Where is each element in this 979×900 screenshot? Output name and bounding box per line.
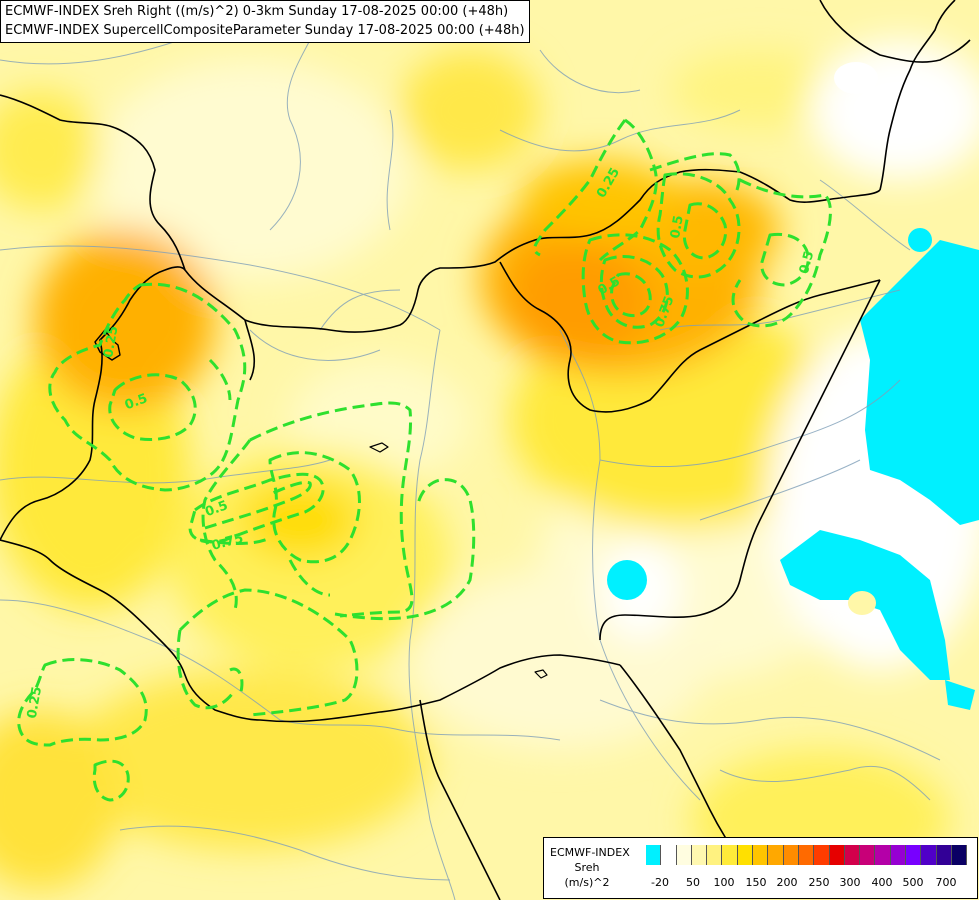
contour-label: 0.5 (797, 250, 817, 276)
legend-model: ECMWF-INDEX (550, 846, 630, 859)
legend-ticks: -20 50 100 150 200 250 300 400 500 700 (646, 876, 974, 890)
scp-contour-labels: 0.25 0.5 0.5 0.75 0.5 0.5 0.75 0.5 0.25 … (25, 165, 818, 719)
legend-swatch (661, 845, 677, 865)
color-legend: ECMWF-INDEX Sreh (m/s)^2 -20 50 100 150 200 2… (543, 837, 978, 899)
legend-tick-label: 250 (808, 876, 830, 889)
legend-swatch (844, 845, 861, 865)
legend-swatch (646, 845, 662, 865)
legend-swatch (829, 845, 845, 865)
legend-unit: (m/s)^2 (564, 876, 610, 889)
sreh-white-pockets (834, 62, 878, 615)
legend-tick-label: -20 (651, 876, 669, 889)
legend-swatch (798, 845, 815, 865)
legend-swatch (951, 845, 968, 865)
legend-swatch (737, 845, 754, 865)
legend-swatch (707, 845, 723, 865)
legend-param: Sreh (574, 861, 600, 874)
legend-swatch (921, 845, 937, 865)
legend-swatch (814, 845, 830, 865)
legend-tick-label: 200 (776, 876, 798, 889)
sreh-negative-areas (607, 228, 979, 710)
legend-swatch (676, 845, 692, 865)
legend-swatch (936, 845, 952, 865)
legend-swatches (646, 845, 968, 865)
legend-swatch (906, 845, 922, 865)
title-line-1: ECMWF-INDEX Sreh Right ((m/s)^2) 0-3km S… (5, 4, 509, 19)
legend-swatch (783, 845, 799, 865)
scp-contours (17, 118, 832, 802)
rivers (0, 9, 941, 900)
legend-tick-label: 150 (745, 876, 767, 889)
legend-swatch (722, 845, 738, 865)
contour-label: 0.5 (668, 214, 687, 239)
legend-swatch (753, 845, 769, 865)
legend-tick-label: 100 (713, 876, 735, 889)
legend-tick-label: 700 (935, 876, 957, 889)
legend-swatch (860, 845, 876, 865)
legend-swatch (875, 845, 891, 865)
legend-tick-label: 400 (871, 876, 893, 889)
legend-swatch (890, 845, 907, 865)
legend-tick-label: 50 (686, 876, 700, 889)
legend-swatch (691, 845, 708, 865)
title-line-2: ECMWF-INDEX SupercellCompositeParameter … (5, 23, 525, 38)
contour-label: 0.25 (25, 685, 45, 719)
legend-tick-label: 300 (839, 876, 861, 889)
contour-label: 0.5 (123, 391, 150, 413)
legend-tick-label: 500 (902, 876, 924, 889)
contour-label: 0.25 (101, 325, 121, 359)
contour-label: 0.5 (203, 498, 230, 520)
legend-swatch (768, 845, 784, 865)
map-title: ECMWF-INDEX Sreh Right ((m/s)^2) 0-3km S… (0, 0, 530, 43)
